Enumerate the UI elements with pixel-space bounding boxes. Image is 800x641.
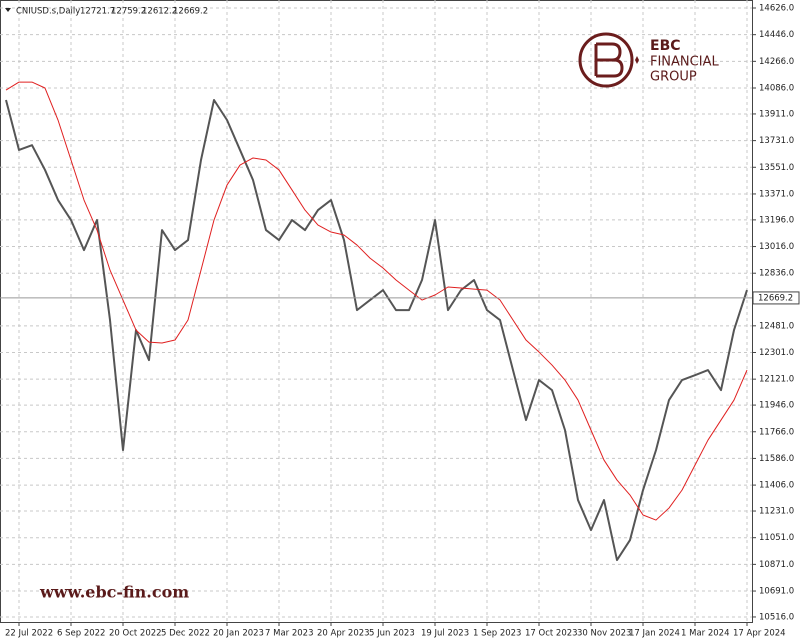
ohlc-high: 12759.2 [111,7,146,17]
x-tick-label: 30 Nov 2023 [577,629,631,639]
price-line [5,99,748,562]
x-tick-label: 20 Jan 2023 [213,629,264,639]
y-tick-label: 14446.0 [759,30,794,40]
y-tick-label: 14626.0 [759,4,794,14]
y-tick-label: 10871.0 [759,560,794,570]
x-tick-label: 19 Jul 2023 [421,629,469,639]
x-tick-label: 20 Apr 2023 [317,629,370,639]
menu-arrow [5,8,11,12]
plot-frame [0,0,753,623]
y-tick-label: 13911.0 [759,109,794,119]
last-price-label: 12669.2 [758,293,793,303]
last-price-box [752,291,800,305]
y-tick-label: 13551.0 [759,163,794,173]
y-tick-label: 11946.0 [759,401,794,411]
ohlc-close: 12669.2 [173,7,208,17]
y-tick-label: 11586.0 [759,454,794,464]
y-tick-label: 12301.0 [759,348,794,358]
x-tick-label: 1 Mar 2024 [681,629,729,639]
x-tick-label: 17 Apr 2024 [733,629,786,639]
y-tick-label: 11406.0 [759,481,794,491]
grid [0,0,752,622]
website: www.ebc-fin.com [39,583,189,602]
y-tick-label: 10691.0 [759,587,794,597]
logo-line1: FINANCIAL [650,55,719,70]
x-tick-label: 6 Sep 2022 [57,629,105,639]
y-tick-label: 12481.0 [759,321,794,331]
ohlc-low: 12612.2 [142,7,177,17]
symbol-title: CNIUSD.s,Daily [16,7,80,17]
y-tick-label: 13016.0 [759,242,794,252]
x-tick-label: 5 Jun 2023 [369,629,415,639]
y-tick-label: 12836.0 [759,269,794,279]
logo: EBC FINANCIAL GROUP [578,32,719,88]
x-tick-label: 17 Jan 2024 [629,629,680,639]
y-tick-label: 13731.0 [759,136,794,146]
logo-diamond [635,56,639,64]
y-tick-label: 13196.0 [759,215,794,225]
marks [0,81,752,562]
y-tick-label: 11051.0 [759,533,794,543]
moving-average [5,81,748,521]
ohlc-open: 12721.7 [80,7,115,17]
x-tick-label: 5 Dec 2022 [161,629,210,639]
y-tick-label: 14266.0 [759,57,794,67]
x-tick-label: 7 Mar 2023 [265,629,313,639]
y-tick-label: 12121.0 [759,375,794,385]
logo-line2: GROUP [650,70,697,85]
x-tick-label: 20 Oct 2022 [109,629,162,639]
x-tick-label: 17 Oct 2023 [525,629,578,639]
logo-glyph [594,42,624,78]
y-tick-label: 11766.0 [759,427,794,437]
logo-name: EBC [650,38,681,54]
x-tick-label: 1 Sep 2023 [473,629,521,639]
logo-ring [578,32,634,88]
y-tick-label: 11231.0 [759,507,794,517]
y-tick-label: 10516.0 [759,612,794,622]
y-tick-label: 14086.0 [759,84,794,94]
x-tick-label: 22 Jul 2022 [5,629,53,639]
y-tick-label: 13371.0 [759,189,794,199]
